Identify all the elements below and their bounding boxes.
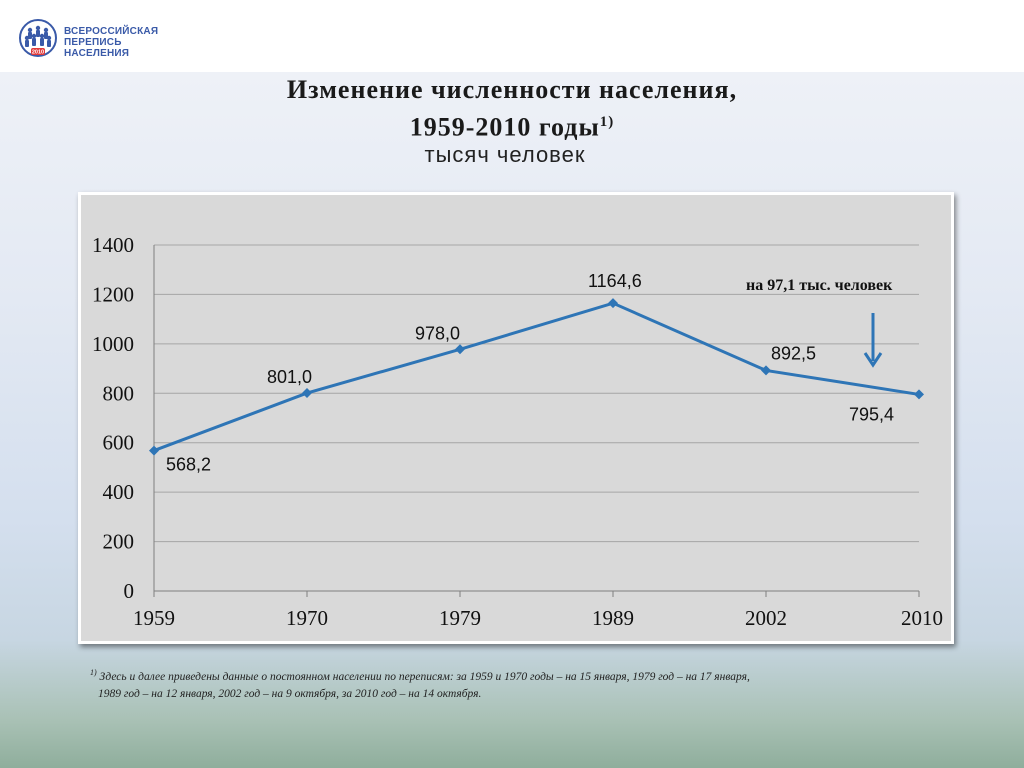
page-title: Изменение численности населения, 1959-20…: [0, 74, 1024, 144]
data-label: 795,4: [849, 404, 894, 424]
title-line2-text: 1959-2010 годы: [409, 112, 600, 142]
census-logo: 2010 ВСЕРОССИЙСКАЯ ПЕРЕПИСЬ НАСЕЛЕНИЯ: [18, 18, 178, 62]
data-label: 1164,6: [588, 271, 642, 291]
logo-line2: ПЕРЕПИСЬ НАСЕЛЕНИЯ: [64, 37, 130, 59]
grid-lines: [154, 244, 919, 543]
data-points: [149, 298, 924, 456]
data-label: 801,0: [267, 367, 312, 387]
y-tick-label: 200: [103, 530, 135, 554]
y-tick-label: 600: [103, 431, 135, 455]
data-point: [761, 365, 771, 376]
x-tick-labels: 1959 1970 1979 1989 2002 2010: [133, 591, 943, 630]
page-subtitle: тысяч человек: [424, 142, 586, 167]
logo-year: 2010: [32, 50, 44, 56]
x-tick-label: 1959: [133, 606, 175, 630]
title-line2: 1959-2010 годы1): [0, 106, 1024, 144]
logo-text: ВСЕРОССИЙСКАЯ ПЕРЕПИСЬ НАСЕЛЕНИЯ: [64, 26, 178, 59]
footnote-marker: 1): [90, 668, 97, 677]
title-line1: Изменение численности населения,: [286, 75, 738, 104]
y-tick-label: 0: [124, 579, 135, 603]
data-point: [608, 298, 618, 309]
footnote: 1) Здесь и далее приведены данные о пост…: [90, 664, 930, 703]
data-point: [149, 445, 159, 456]
footnote-line1: Здесь и далее приведены данные о постоян…: [99, 670, 750, 683]
x-tick-label: 1989: [592, 606, 634, 630]
x-tick-label: 1970: [286, 606, 328, 630]
data-label: 568,2: [166, 455, 211, 475]
data-label: 978,0: [415, 323, 460, 343]
logo-line1: ВСЕРОССИЙСКАЯ: [64, 26, 159, 37]
data-label: 892,5: [771, 343, 816, 363]
census-people-logo-icon: 2010: [19, 19, 57, 57]
footnote-line2: 1989 год – на 12 января, 2002 год – на 9…: [98, 687, 482, 700]
data-point: [914, 389, 924, 400]
y-tick-label: 400: [103, 480, 135, 504]
decline-annotation: на 97,1 тыс. человек: [746, 277, 893, 294]
x-tick-label: 2002: [745, 606, 787, 630]
chart-panel: 0 200 400 600 800 1000 1200 1400 1959 1970 1979 19…: [78, 192, 954, 644]
y-tick-labels: 0 200 400 600 800 1000 1200 1400: [92, 233, 134, 603]
y-tick-label: 1400: [92, 233, 134, 257]
x-tick-label: 1979: [439, 606, 481, 630]
x-tick-label: 2010: [901, 606, 943, 630]
y-tick-label: 1000: [92, 332, 134, 356]
series-line: [153, 301, 920, 452]
data-point: [455, 344, 465, 355]
data-point: [302, 388, 312, 399]
top-bar: 2010 ВСЕРОССИЙСКАЯ ПЕРЕПИСЬ НАСЕЛЕНИЯ: [0, 0, 1024, 72]
down-arrow-icon: [863, 313, 883, 368]
title-footnote-marker: 1): [599, 114, 615, 130]
data-labels: 568,2 801,0 978,0 1164,6 892,5 795,4: [166, 271, 894, 474]
y-tick-label: 800: [103, 381, 135, 405]
y-tick-label: 1200: [92, 282, 134, 306]
